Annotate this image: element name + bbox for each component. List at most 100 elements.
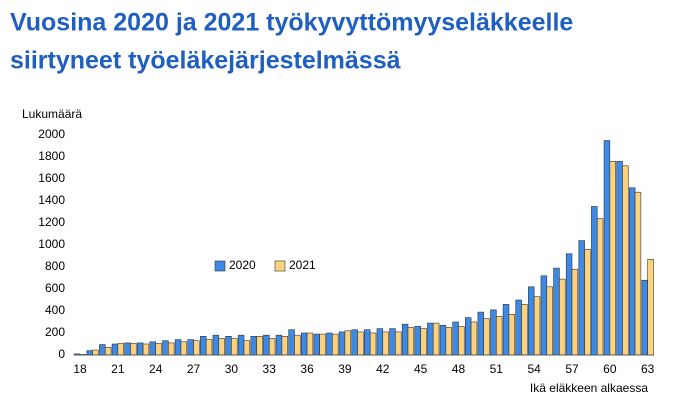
bar bbox=[452, 321, 459, 356]
bar bbox=[647, 258, 654, 356]
chart-title: Vuosina 2020 ja 2021 työkyvyttömyyseläkk… bbox=[10, 9, 573, 37]
bar bbox=[427, 322, 434, 356]
bar bbox=[275, 334, 283, 356]
x-tick-label: 21 bbox=[111, 362, 125, 376]
y-tick-label: 1000 bbox=[38, 237, 65, 251]
legend-label: 2020 bbox=[229, 258, 256, 272]
bar bbox=[528, 286, 535, 356]
x-tick-label: 60 bbox=[603, 362, 617, 376]
x-tick-label: 18 bbox=[73, 362, 87, 376]
x-tick-label: 36 bbox=[300, 362, 314, 376]
bar bbox=[268, 338, 276, 356]
bar bbox=[483, 318, 490, 356]
bar bbox=[174, 339, 182, 356]
bar bbox=[515, 299, 522, 356]
legend-swatch bbox=[214, 260, 226, 272]
x-tick-label: 39 bbox=[338, 362, 352, 376]
bar bbox=[641, 279, 648, 356]
bar bbox=[490, 309, 497, 356]
bar bbox=[578, 240, 585, 356]
bar bbox=[496, 316, 503, 356]
bar bbox=[104, 346, 112, 356]
x-tick-label: 54 bbox=[527, 362, 541, 376]
y-tick-label: 600 bbox=[45, 281, 65, 295]
bar bbox=[149, 341, 156, 356]
y-tick-label: 200 bbox=[45, 325, 65, 339]
bar bbox=[395, 331, 402, 356]
bar bbox=[218, 338, 225, 356]
bar bbox=[596, 218, 604, 356]
bar bbox=[407, 327, 415, 356]
x-tick-label: 33 bbox=[263, 362, 277, 376]
bar bbox=[571, 268, 579, 356]
bar bbox=[205, 339, 213, 356]
bar bbox=[553, 267, 560, 356]
x-tick-label: 42 bbox=[376, 362, 390, 376]
bar bbox=[401, 323, 409, 356]
y-tick-label: 0 bbox=[58, 347, 65, 361]
x-tick-label: 51 bbox=[490, 362, 504, 376]
bar bbox=[464, 317, 472, 356]
x-tick-label: 57 bbox=[565, 362, 579, 376]
bar bbox=[313, 333, 320, 356]
bar bbox=[256, 335, 263, 356]
bar bbox=[540, 275, 548, 356]
x-tick-label: 48 bbox=[452, 362, 466, 376]
bar bbox=[369, 332, 377, 356]
bar bbox=[332, 333, 339, 356]
bar bbox=[634, 191, 642, 356]
bar bbox=[546, 286, 553, 356]
bar bbox=[155, 343, 162, 356]
legend-label: 2021 bbox=[289, 258, 316, 272]
bar bbox=[591, 206, 598, 356]
bar bbox=[86, 350, 93, 356]
bar bbox=[136, 342, 144, 356]
bar bbox=[200, 335, 207, 356]
bar bbox=[117, 343, 124, 356]
bar bbox=[559, 278, 566, 356]
bar bbox=[111, 343, 119, 356]
bar bbox=[142, 343, 150, 356]
bar bbox=[609, 161, 616, 356]
y-tick-label: 1800 bbox=[38, 149, 65, 163]
bar bbox=[533, 296, 541, 356]
bar bbox=[306, 332, 314, 356]
x-tick-label: 24 bbox=[149, 362, 163, 376]
bar bbox=[225, 335, 232, 356]
bar bbox=[432, 322, 440, 356]
bar bbox=[351, 329, 358, 356]
bar bbox=[243, 340, 251, 356]
y-tick-label: 400 bbox=[45, 303, 65, 317]
bar bbox=[338, 331, 346, 356]
y-tick-label: 2000 bbox=[38, 127, 65, 141]
bar bbox=[193, 340, 200, 356]
bar bbox=[502, 304, 510, 356]
bar bbox=[344, 330, 352, 356]
bar bbox=[281, 335, 288, 356]
bar bbox=[319, 333, 326, 356]
bar bbox=[92, 349, 99, 356]
bar bbox=[212, 334, 220, 356]
bar bbox=[376, 328, 384, 356]
y-axis-label: Lukumäärä bbox=[22, 107, 82, 121]
bar bbox=[187, 339, 194, 356]
bar bbox=[263, 334, 270, 356]
x-tick-label: 30 bbox=[225, 362, 239, 376]
bar bbox=[231, 338, 238, 356]
y-tick-label: 1200 bbox=[38, 215, 65, 229]
bar bbox=[622, 165, 629, 356]
chart-title: siirtyneet työeläkejärjestelmässä bbox=[10, 47, 401, 75]
bar bbox=[458, 326, 465, 356]
bar bbox=[250, 335, 257, 356]
bar bbox=[382, 331, 389, 356]
bar bbox=[445, 327, 452, 356]
bar bbox=[162, 340, 169, 356]
bar bbox=[439, 324, 447, 356]
bar bbox=[124, 342, 131, 356]
legend-swatch bbox=[274, 260, 286, 272]
bar bbox=[168, 342, 175, 356]
bar bbox=[414, 326, 421, 356]
bar bbox=[357, 331, 364, 356]
y-tick-label: 800 bbox=[45, 259, 65, 273]
